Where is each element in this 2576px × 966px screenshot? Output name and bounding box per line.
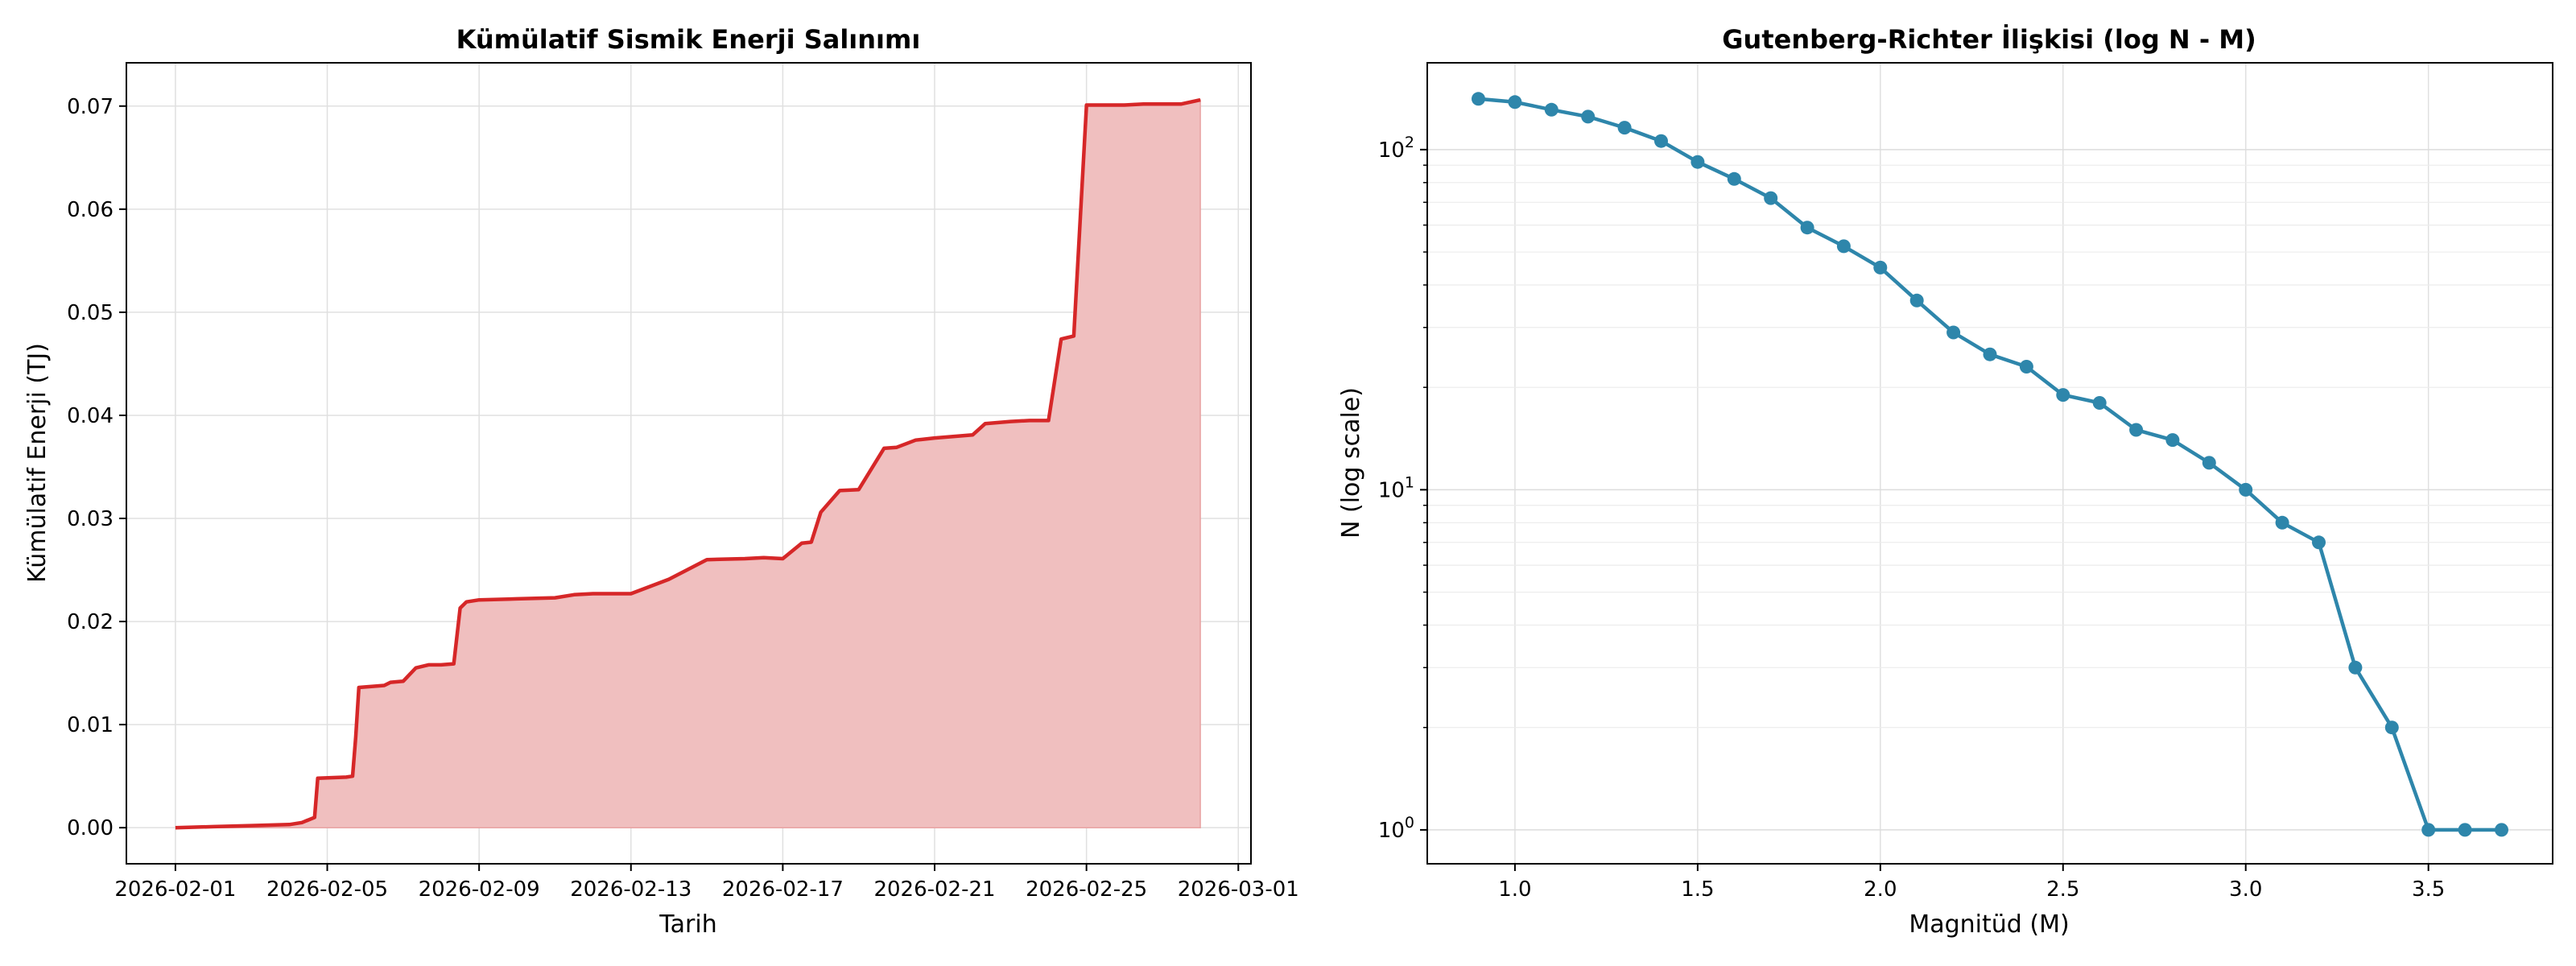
energy-chart-frame — [126, 62, 1252, 865]
x-tick-label: 2026-02-21 — [873, 877, 995, 902]
gr-point — [2458, 823, 2472, 837]
gr-point — [1690, 155, 1705, 169]
x-tick-label: 1.5 — [1681, 877, 1714, 902]
energy-chart-ticks: 2026-02-01 2026-02-05 2026-02-09 2026-02-13… — [67, 95, 1299, 902]
energy-chart-plot — [175, 97, 1201, 830]
energy-chart-xlabel: Tarih — [658, 910, 716, 939]
x-tick-label: 2026-02-05 — [266, 877, 388, 902]
x-tick-label: 2026-02-17 — [722, 877, 844, 902]
x-tick-label: 2026-02-13 — [570, 877, 691, 902]
gutenberg-richter-chart: Gutenberg-Richter İlişkisi (log N - M) 1… — [1337, 24, 2553, 939]
energy-chart-title: Kümülatif Sismik Enerji Salınımı — [456, 24, 921, 55]
gr-point — [2019, 360, 2033, 374]
gr-point — [1873, 260, 1888, 275]
energy-chart-ylabel: Kümülatif Enerji (TJ) — [23, 343, 52, 583]
y-tick-label: 0.01 — [67, 713, 114, 737]
gutenberg-richter-chart-ticks: 1.0 1.5 2.0 2.5 3.0 3.5 100 101 102 — [1378, 134, 2446, 902]
gr-point — [1909, 293, 1924, 308]
x-tick-label: 2.5 — [2046, 877, 2079, 902]
y-tick-label: 101 — [1378, 473, 1414, 502]
gutenberg-richter-chart-xlabel: Magnitüd (M) — [1909, 910, 2069, 939]
gr-point — [2165, 433, 2180, 448]
gr-point — [1800, 221, 1814, 235]
y-tick-label: 0.05 — [67, 301, 114, 325]
energy-chart: Kümülatif Sismik Enerji Salınımı 2026-02… — [23, 24, 1299, 939]
gr-point — [1617, 121, 1632, 135]
gr-point — [1508, 95, 1522, 109]
y-tick-label: 0.04 — [67, 404, 114, 428]
y-tick-label: 100 — [1378, 814, 1414, 843]
gr-point — [1836, 239, 1851, 254]
gr-point — [2421, 823, 2436, 837]
y-tick-label: 0.07 — [67, 95, 114, 119]
gutenberg-richter-chart-plot — [1472, 92, 2508, 837]
gr-point — [2202, 456, 2216, 470]
gr-point — [1544, 102, 1558, 117]
gr-point — [2275, 515, 2289, 530]
gr-point — [2384, 720, 2399, 735]
gr-point — [2495, 823, 2508, 837]
gr-point — [2129, 423, 2144, 437]
gr-line — [1478, 97, 2502, 832]
gr-point — [1654, 134, 1668, 148]
gr-point — [1946, 325, 1961, 340]
x-tick-label: 2.0 — [1864, 877, 1897, 902]
x-tick-label: 2026-02-25 — [1026, 877, 1147, 902]
x-tick-label: 3.0 — [2229, 877, 2262, 902]
y-tick-label: 0.03 — [67, 507, 114, 531]
gr-point — [1581, 109, 1596, 124]
gutenberg-richter-chart-title: Gutenberg-Richter İlişkisi (log N - M) — [1722, 24, 2256, 55]
x-tick-label: 2026-03-01 — [1178, 877, 1299, 902]
x-tick-label: 1.0 — [1498, 877, 1531, 902]
gr-point — [1764, 191, 1778, 205]
gutenberg-richter-chart-frame — [1426, 62, 2553, 865]
gr-point — [2312, 535, 2326, 550]
gutenberg-richter-chart-ylabel: N (log scale) — [1337, 387, 1365, 539]
gr-point — [1727, 171, 1741, 186]
y-tick-label: 102 — [1378, 134, 1414, 163]
gr-point — [1983, 347, 1997, 361]
x-tick-label: 3.5 — [2412, 877, 2445, 902]
y-tick-label: 0.06 — [67, 198, 114, 222]
y-tick-label: 0.00 — [67, 816, 114, 840]
x-tick-label: 2026-02-01 — [114, 877, 236, 902]
gr-point — [2239, 482, 2253, 497]
gr-point — [2092, 396, 2107, 410]
gr-point — [1472, 92, 1485, 106]
y-tick-label: 0.02 — [67, 610, 114, 634]
gr-point — [2056, 388, 2070, 402]
energy-line — [175, 97, 1201, 830]
x-tick-label: 2026-02-09 — [419, 877, 540, 902]
gr-point — [2348, 660, 2363, 675]
gutenberg-richter-chart-grid — [1427, 63, 2553, 864]
